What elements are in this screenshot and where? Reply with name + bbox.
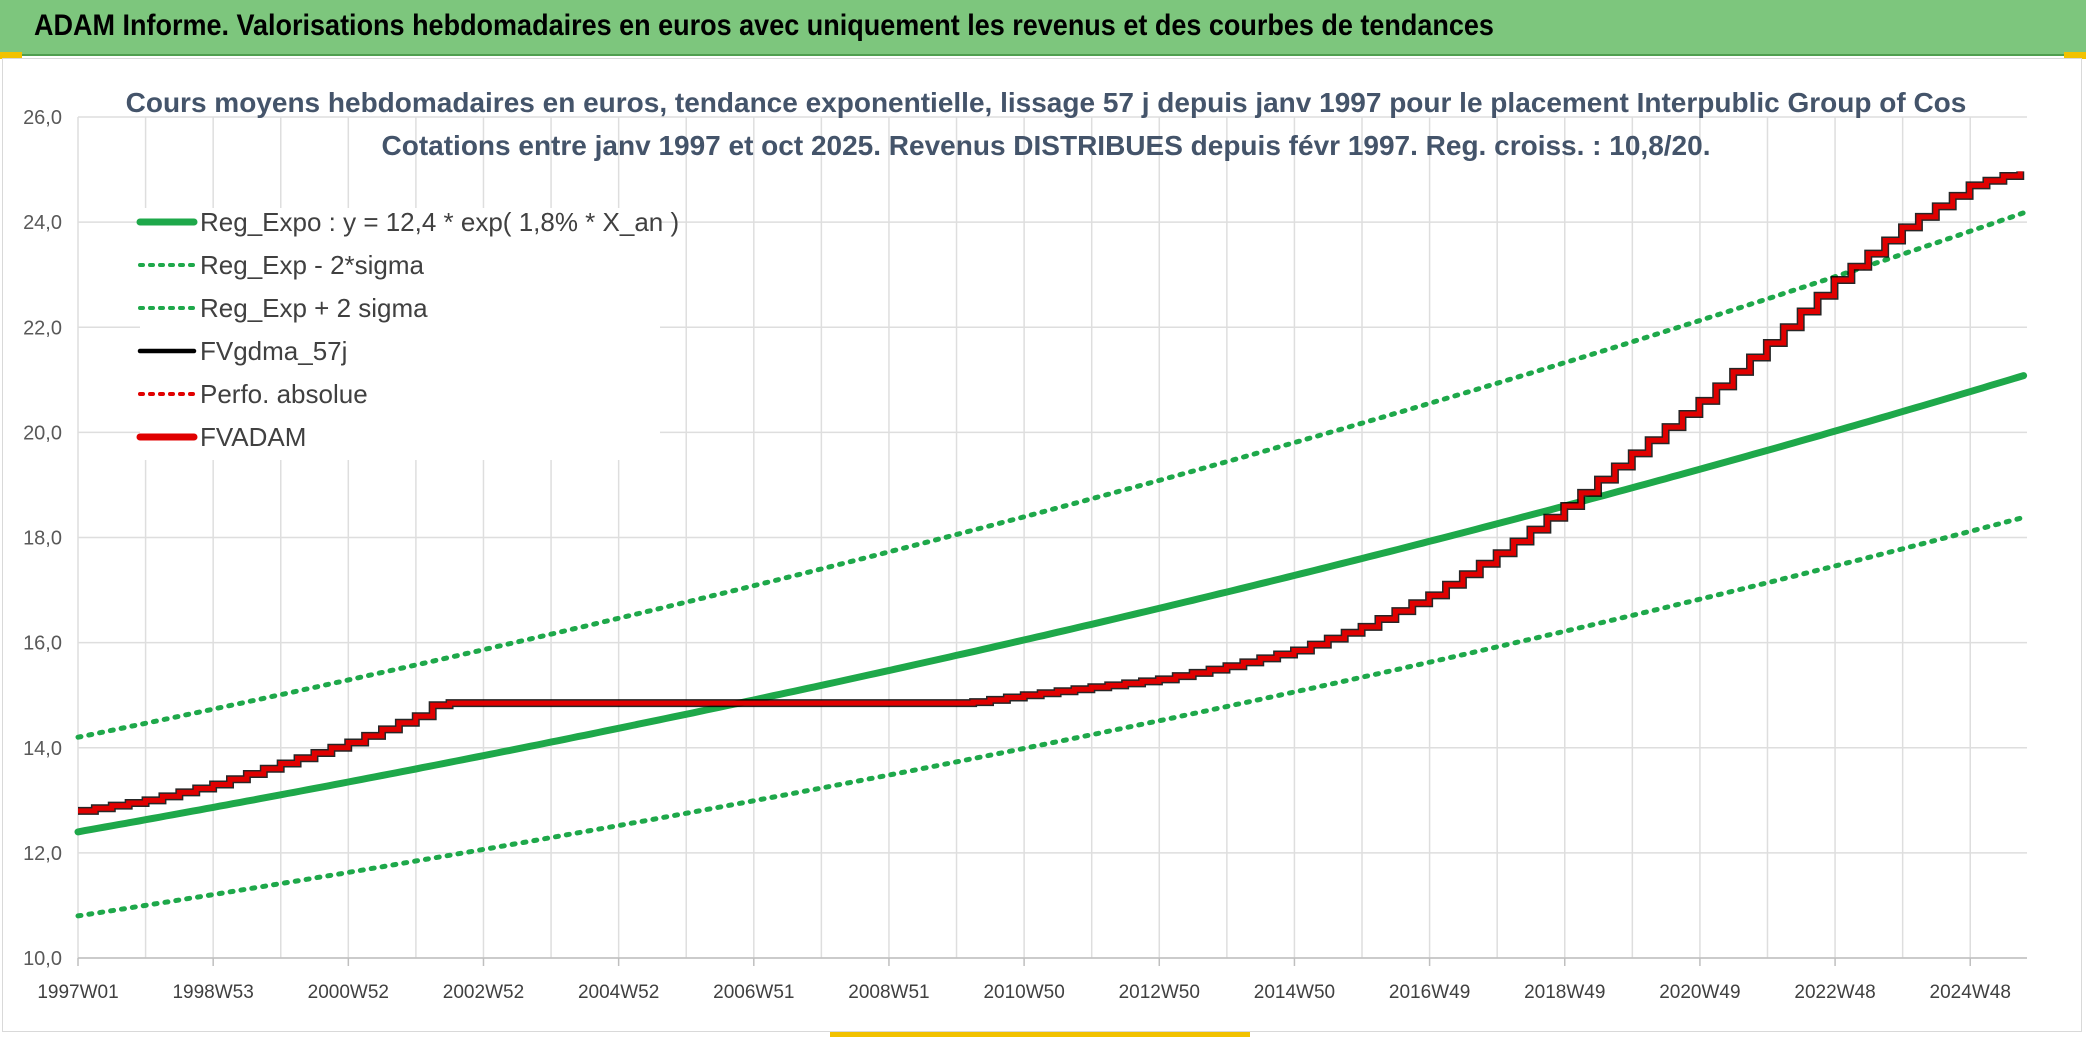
chart-subtitle: Cotations entre janv 1997 et oct 2025. R… [382, 130, 1711, 161]
y-tick-label: 18,0 [23, 528, 62, 550]
fvadam-series-line [78, 171, 2023, 814]
x-tick-label: 2010W50 [983, 982, 1064, 1003]
legend-label: Reg_Expo : y = 12,4 * exp( 1,8% * X_an ) [200, 207, 679, 237]
series-lines [74, 171, 2028, 919]
y-tick-label: 22,0 [23, 317, 62, 339]
chart-area [2, 58, 2082, 1032]
corner-marker-right [2064, 52, 2086, 59]
legend-label: Perfo. absolue [200, 379, 368, 409]
x-tick-label: 2014W50 [1254, 982, 1335, 1003]
bottom-accent [830, 1031, 1250, 1037]
report-title: ADAM Informe. Valorisations hebdomadaire… [34, 9, 1494, 42]
legend-background [140, 208, 660, 460]
x-tick-label: 2004W52 [578, 982, 659, 1003]
x-tick-label: 2012W50 [1119, 982, 1200, 1003]
x-tick-label: 2024W48 [1930, 982, 2011, 1003]
x-tick-label: 2006W51 [713, 982, 794, 1003]
legend-label: Reg_Exp - 2*sigma [200, 250, 425, 280]
x-tick-label: 2000W52 [308, 982, 389, 1003]
sigma-band-line [75, 210, 2027, 740]
y-tick-label: 10,0 [23, 948, 62, 970]
chart-title: Cours moyens hebdomadaires en euros, ten… [126, 87, 1967, 118]
x-tick-label: 2016W49 [1389, 982, 1470, 1003]
axes: 10,0 12,0 14,0 16,0 18,0 20,0 22,0 24,0 26,0 1997… [23, 107, 2027, 1003]
regression-trend-line [74, 372, 2028, 836]
x-tick-label: 2002W52 [443, 982, 524, 1003]
legend-label: Reg_Exp + 2 sigma [200, 293, 428, 323]
y-tick-label: 16,0 [23, 633, 62, 655]
corner-marker-left [0, 52, 22, 59]
y-tick-label: 14,0 [23, 738, 62, 760]
x-tick-label: 2020W49 [1659, 982, 1740, 1003]
y-tick-label: 24,0 [23, 212, 62, 234]
y-tick-label: 20,0 [23, 422, 62, 444]
x-tick-label: 2018W49 [1524, 982, 1605, 1003]
report-banner: ADAM Informe. Valorisations hebdomadaire… [0, 0, 2086, 56]
legend-label: FVADAM [200, 422, 306, 452]
legend-label: FVgdma_57j [200, 336, 347, 366]
x-tick-label: 1997W01 [37, 982, 118, 1003]
y-tick-label: 12,0 [23, 843, 62, 865]
sigma-band-line [75, 514, 2027, 919]
x-tick-label: 2008W51 [848, 982, 929, 1003]
x-tick-label: 2022W48 [1794, 982, 1875, 1003]
x-tick-label: 1998W53 [172, 982, 253, 1003]
y-tick-label: 26,0 [23, 107, 62, 129]
legend: Reg_Expo : y = 12,4 * exp( 1,8% * X_an )… [136, 207, 679, 452]
